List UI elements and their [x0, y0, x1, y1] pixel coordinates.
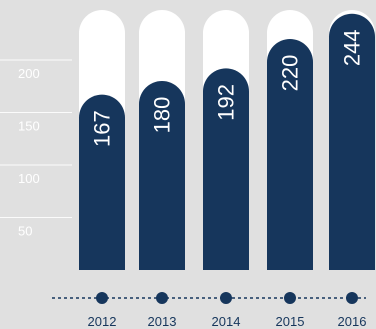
bar-2016: [329, 13, 375, 271]
x-category-label: 2014: [212, 314, 241, 329]
bar-value-label: 180: [150, 97, 175, 134]
gridlines: [0, 59, 72, 218]
bar-2012: [79, 94, 125, 270]
bar-value-label: 220: [278, 55, 303, 92]
x-category-label: 2012: [88, 314, 117, 329]
bar-value-label: 167: [90, 110, 115, 147]
timeline-dot: [284, 292, 296, 304]
bar-value-label: 244: [340, 29, 365, 66]
timeline-dot: [346, 292, 358, 304]
bar-value-labels: 167 180 192 220 244: [90, 29, 365, 147]
timeline-dot: [156, 292, 168, 304]
y-tick-label: 200: [18, 66, 40, 81]
bar-value-label: 192: [214, 84, 239, 121]
x-category-label: 2016: [338, 314, 367, 329]
bar-2015: [267, 39, 313, 270]
bars: [79, 13, 375, 271]
y-tick-label: 50: [18, 224, 32, 239]
y-tick-label: 100: [18, 171, 40, 186]
bar-2014: [203, 68, 249, 271]
x-category-label: 2015: [276, 314, 305, 329]
timeline-dot: [220, 292, 232, 304]
y-axis-ticks: 50 100 150 200: [18, 66, 40, 239]
x-category-label: 2013: [148, 314, 177, 329]
year-timeline: 2012 2013 2014 2015 2016: [52, 292, 366, 329]
timeline-dot: [96, 292, 108, 304]
bar-2013: [139, 81, 185, 271]
y-tick-label: 150: [18, 119, 40, 134]
